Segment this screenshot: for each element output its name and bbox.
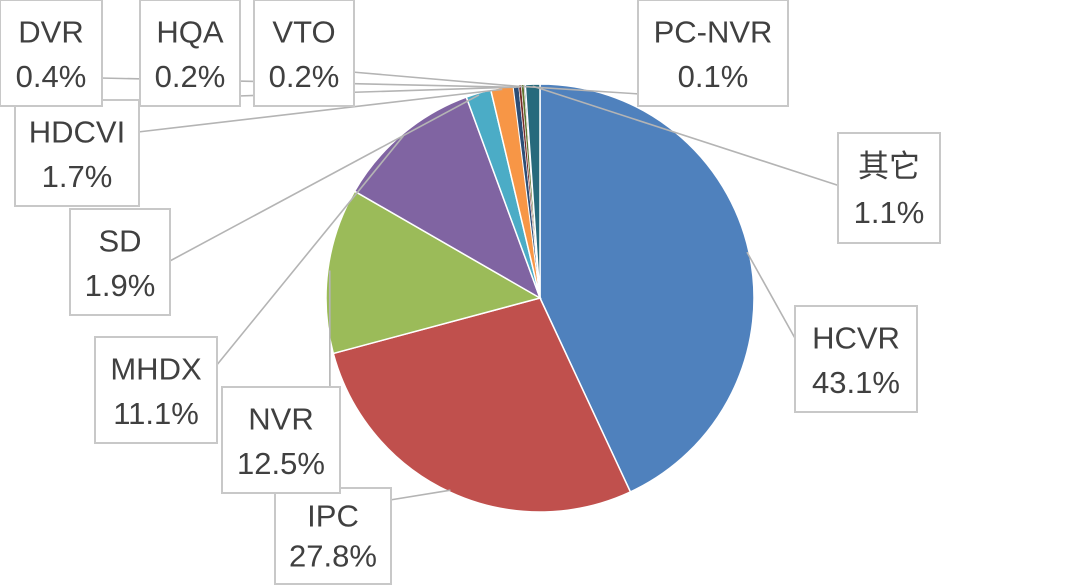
slice-percent-label: 0.2% <box>269 59 340 94</box>
slice-name-label: DVR <box>18 14 83 49</box>
leader-line-vto <box>351 71 523 88</box>
slice-name-label: MHDX <box>110 351 202 386</box>
label-box <box>221 386 341 494</box>
slice-percent-label: 43.1% <box>812 365 900 400</box>
slice-name-label: SD <box>98 223 141 258</box>
leader-line-hdcvi <box>137 88 503 133</box>
data-label-sd: SD 1.9% <box>69 208 171 316</box>
data-label-hqa: HQA 0.2% <box>139 0 241 107</box>
slice-percent-label: 0.2% <box>155 59 226 94</box>
leader-line-sd <box>167 94 480 263</box>
slice-name-label: 其它 <box>858 149 920 184</box>
pie-slice-hcvr <box>539 83 755 493</box>
leader-line-pc-nvr <box>524 85 641 95</box>
label-box <box>253 0 355 107</box>
slice-percent-label: 27.8% <box>289 539 377 574</box>
data-label-dvr: DVR 0.4% <box>0 0 103 107</box>
slice-percent-label: 0.1% <box>678 59 749 94</box>
leader-line-other-10 <box>532 85 841 187</box>
pie-slice-ipc <box>332 297 632 513</box>
pie-slice-other-10 <box>524 83 541 299</box>
label-box <box>274 487 392 585</box>
leader-line-ipc <box>389 489 451 501</box>
label-box <box>837 132 941 244</box>
label-box <box>139 0 241 107</box>
slice-percent-label: 11.1% <box>113 396 199 431</box>
data-labels: HCVR 43.1% IPC 27.8% NVR 12.5% MHDX 11.1% SD 1.9%… <box>0 0 941 585</box>
data-label-other-10: 其它 1.1% <box>837 132 941 244</box>
leader-line-mhdx <box>215 135 405 367</box>
pie-slices <box>325 83 755 513</box>
slice-name-label: PC-NVR <box>654 14 773 49</box>
slice-percent-label: 1.1% <box>854 195 925 230</box>
data-label-vto: VTO 0.2% <box>253 0 355 107</box>
data-label-nvr: NVR 12.5% <box>221 386 341 494</box>
data-label-ipc: IPC 27.8% <box>274 487 392 585</box>
label-box <box>637 0 789 107</box>
slice-name-label: HCVR <box>812 320 900 355</box>
label-box <box>94 336 218 444</box>
slice-percent-label: 12.5% <box>237 446 325 481</box>
slice-percent-label: 0.4% <box>16 59 87 94</box>
slice-percent-label: 1.9% <box>85 268 156 303</box>
leader-line-hcvr <box>746 251 797 341</box>
slice-name-label: IPC <box>307 498 359 533</box>
slice-name-label: HQA <box>156 14 224 49</box>
data-label-mhdx: MHDX 11.1% <box>94 336 218 444</box>
data-label-pc-nvr: PC-NVR 0.1% <box>637 0 789 107</box>
slice-name-label: HDCVI <box>29 114 125 149</box>
label-box <box>69 208 171 316</box>
pie-slice-mhdx <box>353 96 542 300</box>
data-label-hcvr: HCVR 43.1% <box>794 305 918 413</box>
slice-name-label: VTO <box>272 14 335 49</box>
data-label-hdcvi: HDCVI 1.7% <box>14 99 140 207</box>
label-box <box>0 0 103 107</box>
slice-percent-label: 1.7% <box>42 159 113 194</box>
label-box <box>14 99 140 207</box>
slice-name-label: NVR <box>248 401 313 436</box>
label-box <box>794 305 918 413</box>
